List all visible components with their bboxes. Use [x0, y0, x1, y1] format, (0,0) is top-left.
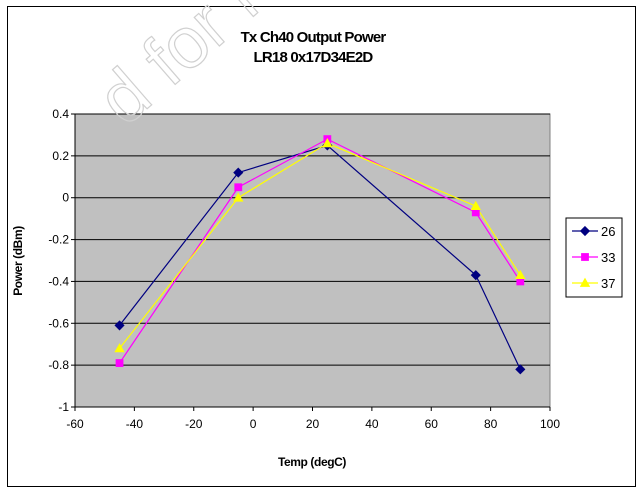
- x-tick-labels: -60 -40 -20 0 20 40 60 80 100: [66, 417, 560, 431]
- y-tick-label: -0.8: [48, 358, 69, 372]
- legend-label-33: 33: [601, 250, 615, 265]
- data-point-26: [515, 364, 526, 375]
- x-tick-label: 80: [484, 417, 498, 431]
- gridlines: [75, 113, 550, 366]
- axes: [71, 113, 551, 411]
- legend-marker-26: [579, 225, 591, 237]
- x-tick-label: 40: [365, 417, 379, 431]
- data-point-37: [515, 269, 526, 280]
- series-markers: [114, 135, 526, 375]
- x-axis-label: Temp (degC): [278, 455, 346, 469]
- y-tick-label: -1: [58, 400, 69, 414]
- legend-label-37: 37: [601, 276, 615, 291]
- data-point-26: [470, 270, 481, 281]
- y-axis-label: Power (dBm): [11, 226, 25, 296]
- legend-label-26: 26: [601, 224, 615, 239]
- chart-title-line-1: Tx Ch40 Output Power: [241, 29, 387, 46]
- y-tick-label: 0: [62, 191, 69, 205]
- x-tick-label: 100: [540, 417, 560, 431]
- y-tick-labels: -1 -0.8 -0.6 -0.4 -0.2 0 0.2 0.4: [48, 107, 69, 414]
- data-point-37: [114, 343, 125, 353]
- data-point-37: [233, 192, 244, 202]
- x-tick-label: -60: [66, 417, 84, 431]
- data-point-37: [322, 137, 333, 148]
- plot-area: [74, 113, 551, 408]
- data-point-33: [115, 359, 124, 367]
- legend: 26 33 37: [565, 217, 623, 298]
- x-tick-label: 20: [306, 417, 320, 431]
- data-point-37: [470, 200, 481, 210]
- x-tick-label: -20: [185, 417, 203, 431]
- x-tick-label: 60: [425, 417, 439, 431]
- x-tick-label: -40: [126, 417, 144, 431]
- y-tick-label: 0.2: [52, 149, 69, 163]
- y-tick-label: 0.4: [52, 107, 69, 121]
- legend-marker-37: [579, 277, 591, 287]
- data-point-26: [233, 167, 244, 178]
- y-tick-label: -0.2: [48, 233, 69, 247]
- legend-marker-33: [581, 253, 589, 261]
- x-tick-label: 0: [250, 417, 257, 431]
- data-point-33: [234, 183, 243, 192]
- data-point-26: [114, 320, 125, 331]
- chart-title-line-2: LR18 0x17D34E2D: [254, 49, 374, 66]
- y-tick-label: -0.4: [48, 274, 69, 288]
- y-tick-label: -0.6: [48, 316, 69, 330]
